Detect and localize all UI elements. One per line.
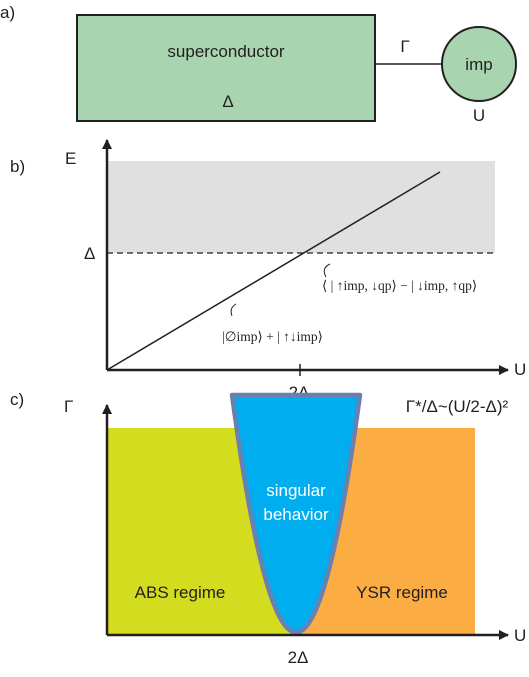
singular-label-line1: singular [266,481,326,500]
continuum-region [107,161,495,253]
superconductor-box [76,14,376,122]
panel-a: a) superconductor Δ Γ imp U [0,3,517,125]
abs-regime-label: ABS regime [135,583,226,602]
x-tick-label-c: 2Δ [288,648,309,667]
interaction-label: U [473,106,485,125]
u-axis-label-c: U [514,626,526,645]
impurity-label: imp [465,55,492,74]
gap-symbol: Δ [222,92,233,111]
energy-axis-label: E [65,149,76,168]
panel-c-tag: c) [10,390,24,409]
coupling-label: Γ [400,37,409,56]
energy-line [106,171,441,371]
crossover-formula: Γ*/Δ~(U/2-Δ)² [406,397,509,416]
panel-b-tag: b) [10,157,25,176]
ysr-regime-label: YSR regime [356,583,448,602]
panel-b: b) E U Δ 2Δ ⟨ | ↑imp, ↓qp⟩ − | ↓imp, ↑qp… [10,139,526,402]
superconductor-label: superconductor [167,42,285,61]
singular-region [229,392,363,635]
gap-tick-label: Δ [84,244,95,263]
singular-label-line2: behavior [263,505,329,524]
gamma-axis-label: Γ [64,397,73,416]
panel-c: c) Γ U 2Δ Γ*/Δ~(U/2-Δ)² singular behavio… [10,390,526,667]
upper-state-pointer [323,263,331,278]
impurity-circle [441,26,517,102]
lower-state-label: |∅imp⟩ + | ↑↓imp⟩ [222,329,323,344]
u-axis-label-b: U [514,360,526,379]
lower-state-pointer [230,303,237,317]
panel-a-tag: a) [0,3,15,22]
upper-state-label: ⟨ | ↑imp, ↓qp⟩ − | ↓imp, ↑qp⟩ [322,278,477,293]
